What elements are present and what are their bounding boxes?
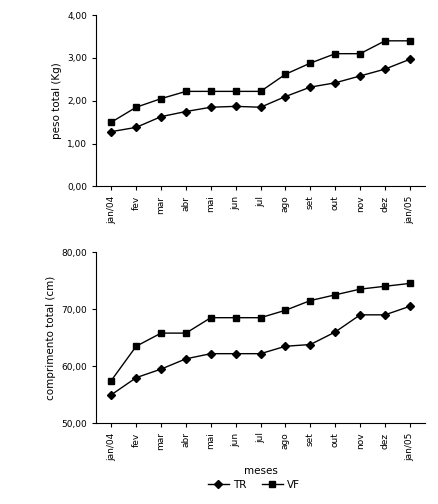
VF: [308, 297, 313, 303]
Line: TR: TR: [109, 56, 413, 135]
VF: [308, 60, 313, 66]
VF: [382, 38, 388, 44]
VF: [134, 104, 139, 110]
TR: [208, 351, 213, 357]
VF: [283, 307, 288, 313]
TR: [407, 303, 413, 309]
Line: TR: TR: [109, 303, 413, 398]
VF: [159, 96, 164, 102]
VF: [332, 292, 338, 298]
VF: [258, 314, 263, 321]
TR: [332, 329, 338, 335]
X-axis label: meses: meses: [244, 466, 278, 476]
VF: [233, 314, 238, 321]
VF: [109, 377, 114, 384]
VF: [159, 330, 164, 336]
TR: [332, 80, 338, 86]
TR: [233, 351, 238, 357]
VF: [407, 280, 413, 286]
VF: [258, 88, 263, 94]
TR: [208, 104, 213, 110]
TR: [184, 356, 189, 362]
TR: [308, 342, 313, 348]
TR: [184, 108, 189, 114]
VF: [109, 119, 114, 125]
TR: [283, 94, 288, 100]
Legend: TR, VF: TR, VF: [204, 475, 304, 494]
VF: [208, 314, 213, 321]
VF: [357, 51, 363, 57]
VF: [382, 283, 388, 289]
TR: [109, 129, 114, 135]
Y-axis label: comprimento total (cm): comprimento total (cm): [46, 276, 56, 400]
VF: [134, 343, 139, 349]
VF: [208, 88, 213, 94]
Y-axis label: peso total (Kg): peso total (Kg): [52, 62, 62, 139]
VF: [283, 71, 288, 77]
Line: VF: VF: [109, 38, 413, 125]
TR: [382, 312, 388, 318]
TR: [407, 56, 413, 62]
VF: [184, 88, 189, 94]
TR: [283, 343, 288, 349]
TR: [308, 84, 313, 90]
TR: [134, 374, 139, 381]
TR: [109, 392, 114, 398]
TR: [159, 366, 164, 372]
VF: [184, 330, 189, 336]
TR: [258, 351, 263, 357]
TR: [134, 124, 139, 131]
TR: [357, 312, 363, 318]
VF: [407, 38, 413, 44]
VF: [233, 88, 238, 94]
VF: [332, 51, 338, 57]
TR: [357, 73, 363, 79]
TR: [233, 103, 238, 109]
Line: VF: VF: [109, 281, 413, 384]
TR: [382, 66, 388, 72]
VF: [357, 286, 363, 292]
TR: [258, 104, 263, 110]
TR: [159, 113, 164, 119]
